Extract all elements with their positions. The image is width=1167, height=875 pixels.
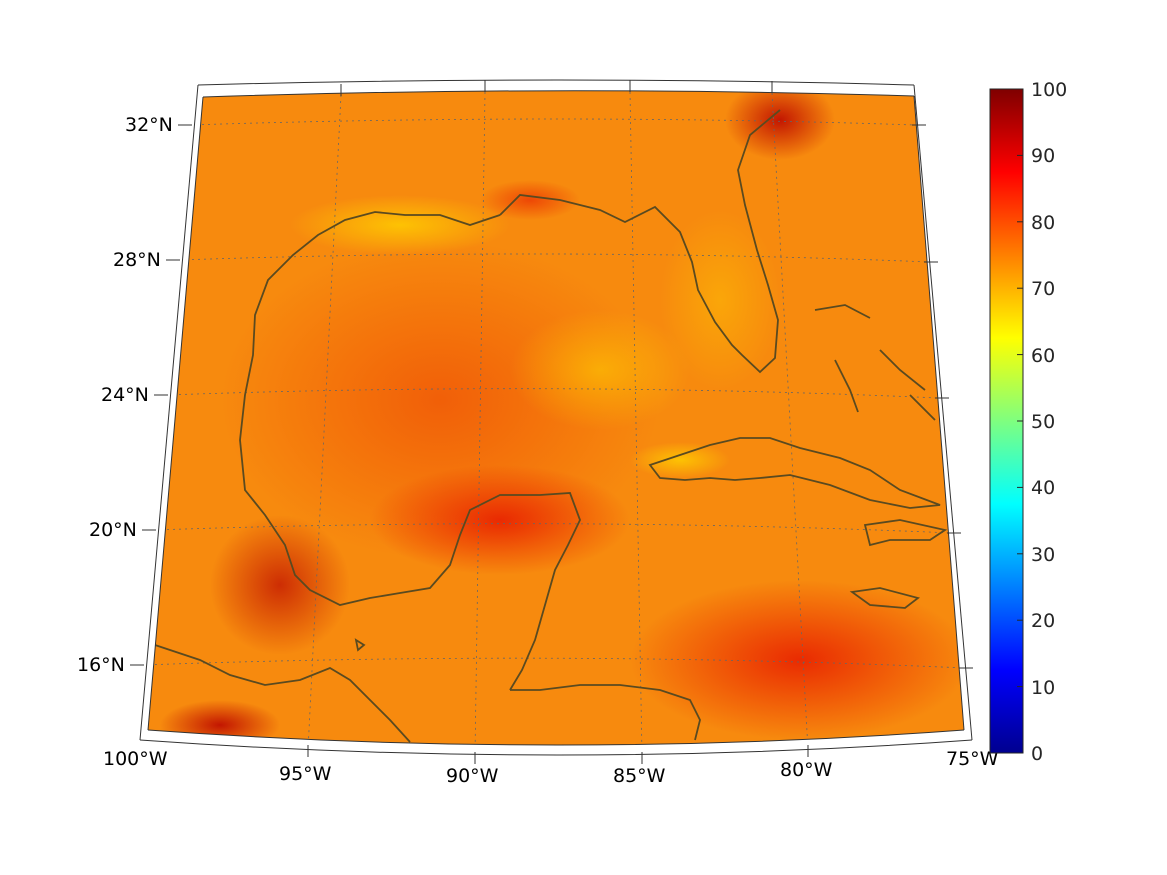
coastline-central-america — [510, 684, 701, 741]
lat-label-16n: 16°N — [77, 654, 125, 676]
coastline-pacific — [154, 644, 411, 743]
colorbar-label-40: 40 — [1031, 477, 1055, 499]
cool-region-central — [510, 310, 690, 430]
colorbar-label-30: 30 — [1031, 544, 1055, 566]
coastline-gulf — [499, 109, 781, 374]
warm-region-mexico — [210, 515, 350, 655]
lon-label-80w: 80°W — [780, 759, 833, 781]
lon-label-100w: 100°W — [103, 748, 168, 770]
cool-region-cuba — [630, 442, 730, 478]
colorbar-label-80: 80 — [1031, 212, 1055, 234]
lon-label-75w: 75°W — [946, 748, 999, 770]
lon-label-85w: 85°W — [613, 765, 666, 787]
heatmap-field — [148, 90, 964, 745]
colorbar-label-60: 60 — [1031, 345, 1055, 367]
islands-bahamas — [814, 304, 936, 421]
warm-region-georgia — [725, 90, 835, 160]
map-frame — [139, 79, 973, 756]
island-cuba — [648, 437, 941, 509]
colorbar-label-20: 20 — [1031, 610, 1055, 632]
island-jamaica — [849, 587, 921, 609]
warm-region-caribbean — [630, 580, 964, 740]
lat-label-32n: 32°N — [125, 114, 173, 136]
island-cozumel — [354, 638, 366, 652]
warm-region-yucatan — [370, 465, 630, 575]
latitude-labels: 32°N 28°N 24°N 20°N 16°N — [77, 114, 173, 676]
island-hispaniola — [863, 519, 948, 547]
lat-label-28n: 28°N — [113, 249, 161, 271]
coastlines — [154, 109, 948, 743]
cool-region-florida — [660, 210, 780, 390]
colorbar: 100 90 80 70 60 50 40 30 20 10 0 — [989, 79, 1067, 765]
lat-label-24n: 24°N — [101, 384, 149, 406]
cool-region-texas-coast — [290, 195, 510, 255]
longitude-labels: 100°W 95°W 90°W 85°W 80°W 75°W — [103, 748, 999, 787]
frame-ticks — [130, 80, 973, 764]
colorbar-label-10: 10 — [1031, 677, 1055, 699]
colorbar-label-0: 0 — [1031, 743, 1043, 765]
lon-label-95w: 95°W — [279, 763, 332, 785]
colorbar-label-100: 100 — [1031, 79, 1067, 101]
coastline-texas-mexico — [239, 211, 581, 691]
warm-region-bay — [480, 180, 580, 220]
colorbar-label-50: 50 — [1031, 411, 1055, 433]
lat-label-20n: 20°N — [89, 519, 137, 541]
lon-label-90w: 90°W — [446, 765, 499, 787]
graticule — [148, 91, 964, 745]
colorbar-label-90: 90 — [1031, 145, 1055, 167]
colorbar-label-70: 70 — [1031, 278, 1055, 300]
